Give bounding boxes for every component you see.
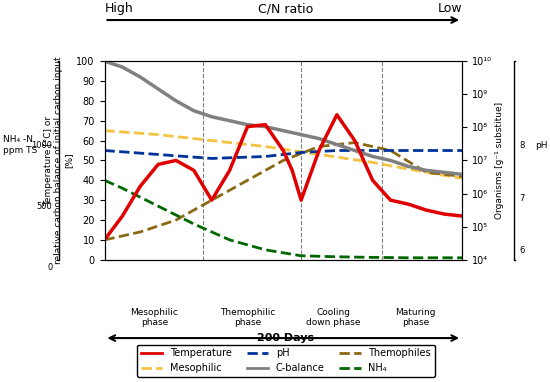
Text: C/N ratio: C/N ratio bbox=[258, 2, 314, 15]
Y-axis label: Temperature [°C] or
relative carbon balance of initial carbon input
[%]: Temperature [°C] or relative carbon bala… bbox=[44, 57, 74, 264]
Text: Low: Low bbox=[437, 2, 462, 15]
Text: Cooling
down phase: Cooling down phase bbox=[306, 308, 361, 327]
Text: 500: 500 bbox=[36, 202, 52, 211]
Y-axis label: Organisms [g⁻¹ substitue]: Organisms [g⁻¹ substitue] bbox=[494, 102, 503, 219]
Legend: Temperature, Mesophilic, pH, C-balance, Themophiles, NH₄: Temperature, Mesophilic, pH, C-balance, … bbox=[137, 345, 435, 377]
Text: 6: 6 bbox=[520, 246, 525, 255]
Text: 1000: 1000 bbox=[31, 141, 52, 150]
Text: 8: 8 bbox=[520, 141, 525, 150]
Text: Mesophilic
phase: Mesophilic phase bbox=[130, 308, 179, 327]
Text: 7: 7 bbox=[520, 194, 525, 203]
Text: Maturing
phase: Maturing phase bbox=[395, 308, 436, 327]
Text: NH₄ -N
ppm TS: NH₄ -N ppm TS bbox=[3, 136, 37, 155]
Text: 200 Days: 200 Days bbox=[257, 333, 315, 343]
Text: Themophilic
phase: Themophilic phase bbox=[220, 308, 275, 327]
Text: pH: pH bbox=[535, 141, 547, 150]
Text: 0: 0 bbox=[47, 263, 52, 272]
Text: High: High bbox=[104, 2, 133, 15]
